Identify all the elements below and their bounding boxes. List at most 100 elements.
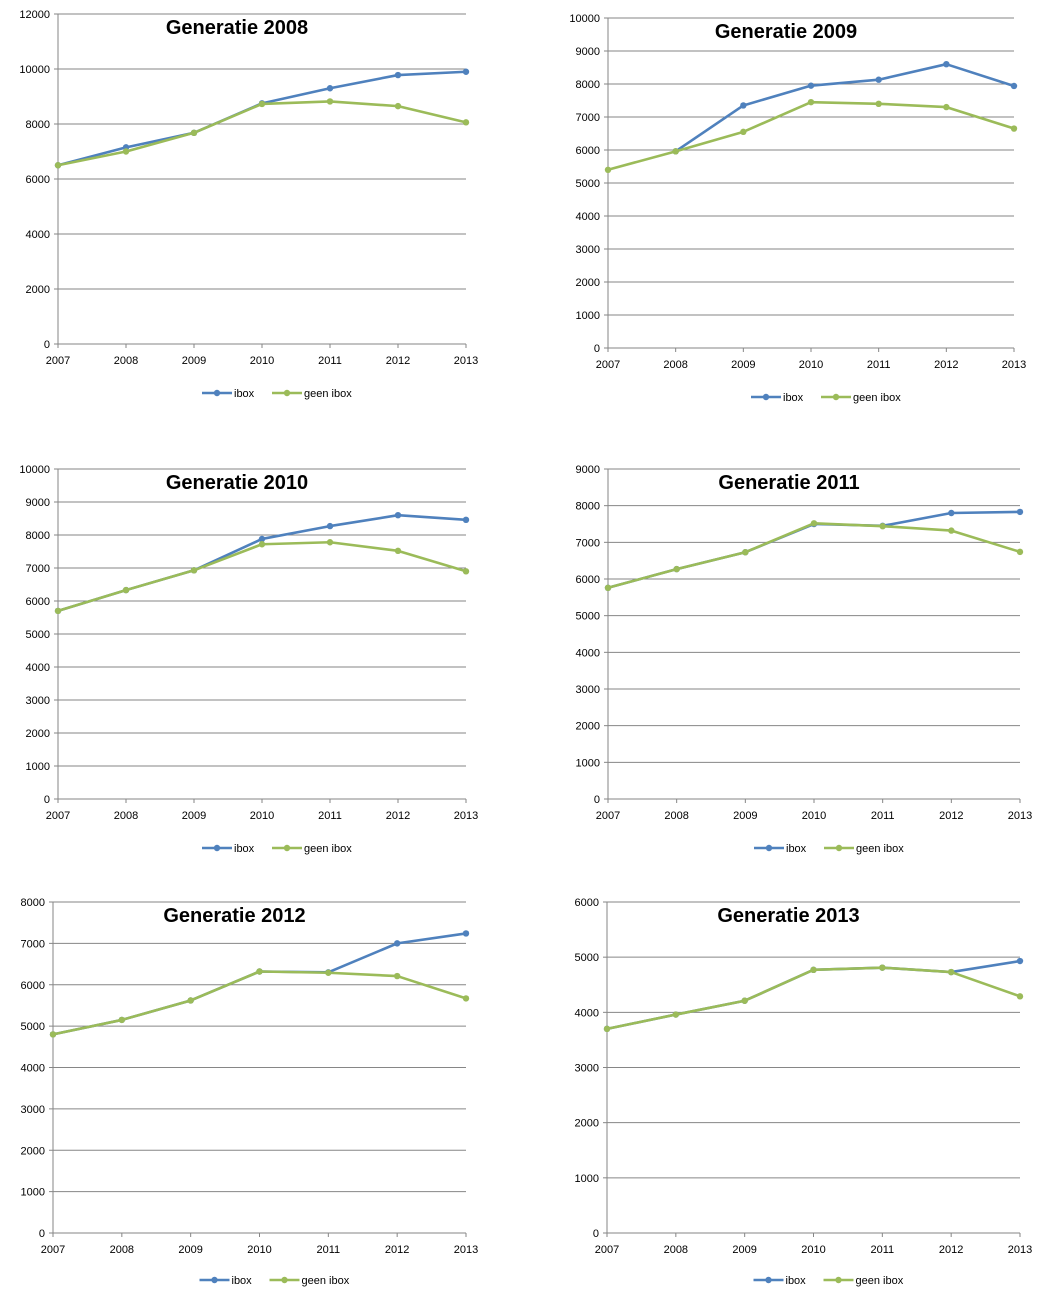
x-tick-label: 2010 — [250, 355, 274, 367]
x-tick-label: 2010 — [250, 810, 274, 822]
x-tick-label: 2007 — [595, 1244, 619, 1256]
data-point-geen-ibox — [879, 964, 886, 971]
legend-label: ibox — [783, 392, 804, 404]
data-point-geen-ibox — [741, 997, 748, 1004]
legend-swatch-marker — [281, 1276, 288, 1284]
x-tick-label: 2013 — [454, 355, 478, 367]
x-tick-label: 2009 — [731, 359, 755, 371]
data-point-geen-ibox — [393, 972, 401, 980]
x-tick-label: 2012 — [939, 1244, 963, 1256]
y-tick-label: 6000 — [26, 596, 50, 608]
x-tick-label: 2007 — [41, 1244, 65, 1256]
data-point-geen-ibox — [603, 1025, 611, 1033]
data-point-geen-ibox — [672, 1011, 680, 1018]
legend-label: geen ibox — [856, 843, 904, 855]
y-tick-label: 10000 — [19, 64, 50, 76]
legend-swatch-marker — [762, 393, 770, 401]
legend-label: ibox — [234, 843, 255, 855]
series-line-geen-ibox — [606, 966, 1021, 1031]
legend-swatch-marker — [213, 844, 221, 852]
y-tick-label: 8000 — [26, 119, 50, 131]
x-tick-label: 2009 — [182, 355, 206, 367]
x-tick-label: 2012 — [934, 359, 958, 371]
legend-swatch-marker — [765, 1276, 772, 1284]
x-tick-label: 2012 — [385, 1244, 409, 1256]
data-point-geen-ibox — [54, 607, 62, 615]
y-tick-label: 1000 — [576, 310, 600, 322]
data-point-geen-ibox — [947, 968, 955, 976]
data-point-geen-ibox — [122, 148, 130, 155]
data-point-ibox — [258, 535, 266, 543]
y-tick-label: 5000 — [21, 1021, 45, 1033]
legend-swatch-marker — [211, 1276, 218, 1284]
y-tick-label: 0 — [44, 339, 50, 351]
x-tick-label: 2011 — [867, 359, 891, 371]
x-tick-label: 2013 — [454, 1244, 478, 1256]
data-point-geen-ibox — [1010, 125, 1018, 132]
chart-title: Generatie 2011 — [718, 472, 859, 494]
x-tick-label: 2011 — [871, 810, 895, 822]
series-line-ibox — [674, 62, 1015, 153]
legend-swatch-marker — [835, 1276, 842, 1284]
chart-svg: 0 1000 2000 3000 4000 5000 6000 7000 8000 9000 100… — [19, 464, 478, 855]
y-tick-label: 1000 — [576, 757, 600, 769]
legend-label: ibox — [232, 1275, 253, 1287]
data-point-ibox — [875, 76, 882, 83]
data-point-geen-ibox — [187, 997, 194, 1004]
x-tick-label: 2013 — [454, 810, 478, 822]
data-point-ibox — [1010, 82, 1018, 90]
data-point-geen-ibox — [810, 966, 817, 974]
y-tick-label: 1000 — [21, 1187, 45, 1199]
data-point-geen-ibox — [810, 520, 818, 527]
x-tick-label: 2008 — [114, 355, 138, 367]
series-line-ibox — [52, 932, 467, 1036]
x-tick-label: 2008 — [664, 1244, 688, 1256]
data-point-ibox — [943, 60, 950, 68]
data-point-ibox — [740, 102, 747, 109]
chart-svg: 0 2000 4000 6000 8000 10000 12000 2007 2008 2009 2… — [19, 9, 478, 400]
series-line-ibox — [57, 513, 467, 613]
y-tick-label: 4000 — [21, 1063, 45, 1075]
legend-label: ibox — [786, 1275, 807, 1287]
x-tick-label: 2011 — [317, 1244, 341, 1256]
x-tick-label: 2008 — [114, 810, 138, 822]
y-tick-label: 9000 — [26, 497, 50, 509]
data-point-geen-ibox — [326, 98, 334, 105]
data-point-ibox — [326, 85, 334, 92]
y-tick-label: 8000 — [26, 530, 50, 542]
chart-generatie-2013: 0 1000 2000 3000 4000 5000 6000 2007 2008 2009 201… — [550, 888, 1038, 1291]
chart-svg: 0 1000 2000 3000 4000 5000 6000 7000 8000 2007 200… — [21, 897, 479, 1287]
data-point-geen-ibox — [326, 539, 334, 546]
chart-svg: 0 1000 2000 3000 4000 5000 6000 7000 8000 9000 100… — [569, 13, 1026, 404]
chart-svg: 0 1000 2000 3000 4000 5000 6000 2007 2008 2009 201… — [575, 897, 1033, 1287]
y-tick-label: 9000 — [576, 464, 600, 476]
data-point-geen-ibox — [118, 1016, 126, 1024]
x-tick-label: 2007 — [46, 355, 70, 367]
x-tick-label: 2007 — [596, 359, 620, 371]
y-tick-label: 6000 — [575, 897, 599, 909]
data-point-ibox — [948, 509, 955, 517]
y-tick-label: 0 — [594, 343, 600, 355]
data-point-geen-ibox — [875, 100, 882, 108]
y-tick-label: 4000 — [576, 647, 600, 659]
x-tick-label: 2013 — [1002, 359, 1026, 371]
chart-generatie-2011: 0 1000 2000 3000 4000 5000 6000 7000 8000 9000 200… — [550, 455, 1038, 875]
data-point-geen-ibox — [948, 527, 955, 534]
legend-label: geen ibox — [302, 1275, 350, 1287]
y-tick-label: 6000 — [576, 574, 600, 586]
y-tick-label: 2000 — [575, 1118, 599, 1130]
data-point-geen-ibox — [740, 128, 747, 136]
chart-title: Generatie 2013 — [717, 905, 859, 927]
data-point-ibox — [462, 930, 470, 937]
x-tick-label: 2010 — [801, 1244, 825, 1256]
series-line-geen-ibox — [607, 521, 1021, 590]
legend-label: ibox — [786, 843, 807, 855]
y-tick-label: 10000 — [569, 13, 600, 25]
y-tick-label: 2000 — [26, 284, 50, 296]
y-tick-label: 3000 — [26, 695, 50, 707]
x-tick-label: 2010 — [799, 359, 823, 371]
data-point-geen-ibox — [256, 968, 263, 975]
data-point-ibox — [394, 512, 402, 519]
series-line-ibox — [57, 70, 467, 167]
legend-label: ibox — [234, 388, 255, 400]
